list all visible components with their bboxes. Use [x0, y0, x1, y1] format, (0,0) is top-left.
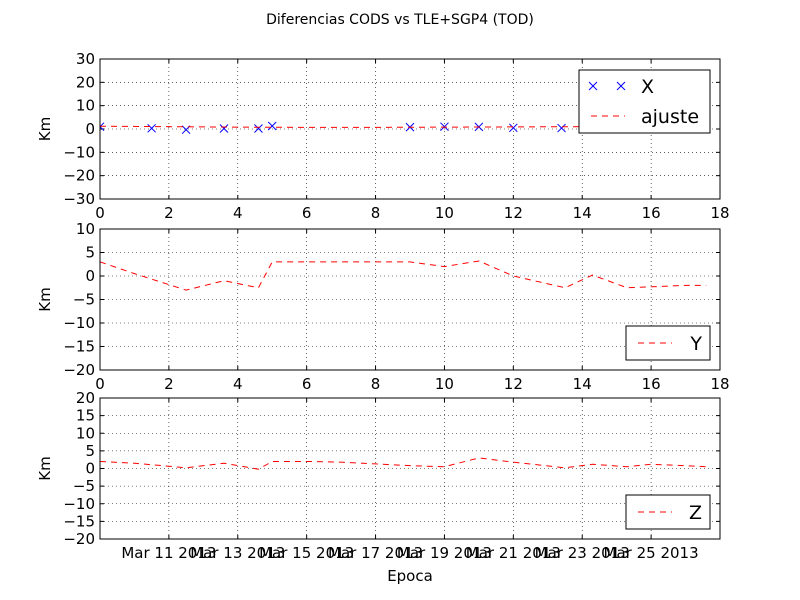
x-tick-label: 0	[95, 204, 105, 222]
y-tick-label: −30	[63, 190, 95, 208]
y-tick-label: 20	[76, 73, 95, 91]
data-point-x	[267, 121, 277, 131]
y-tick-label: −20	[63, 167, 95, 185]
y-axis-label: Km	[36, 456, 54, 480]
y-tick-label: −15	[63, 338, 95, 356]
x-tick-label: 12	[504, 204, 523, 222]
x-tick-label: 4	[233, 375, 243, 393]
data-point-x	[147, 123, 157, 133]
x-tick-label: 6	[302, 375, 312, 393]
x-tick-label: Mar 17 2013	[328, 544, 423, 562]
y-tick-label: 5	[85, 244, 95, 262]
axes-frame	[99, 228, 721, 371]
legend-frame	[578, 69, 711, 134]
data-point-x	[254, 124, 263, 133]
x-tick-label: 12	[504, 375, 523, 393]
legend-marker-x	[588, 81, 598, 91]
plot-area	[100, 260, 707, 291]
x-tick-label: Mar 23 2013	[535, 544, 630, 562]
legend-label-y: Y	[689, 333, 702, 355]
y-tick-label: −20	[63, 361, 95, 379]
y-tick-label: 30	[76, 50, 95, 68]
legend: Z	[625, 494, 711, 530]
x-tick-label: Mar 15 2013	[259, 544, 354, 562]
data-point-x	[508, 123, 518, 133]
x-tick-label: 2	[164, 375, 174, 393]
y-tick-label: 10	[76, 97, 95, 115]
x-tick-label: 0	[95, 375, 105, 393]
legend-label-x: X	[641, 76, 654, 98]
plot-area	[100, 121, 583, 135]
y-tick-label: 0	[85, 267, 95, 285]
x-tick-label: Mar 13 2013	[190, 544, 285, 562]
series-line-ajuste	[100, 125, 583, 128]
y-tick-label: −10	[63, 495, 95, 513]
y-tick-label: −10	[63, 143, 95, 161]
series-line-z	[100, 457, 707, 470]
x-axis-label: Epoca	[387, 567, 433, 585]
legend-marker-x	[616, 81, 626, 91]
legend-label-z: Z	[689, 502, 702, 524]
legend-label-ajuste: ajuste	[641, 106, 699, 128]
x-tick-label: 18	[710, 375, 729, 393]
x-tick-label: 14	[573, 204, 592, 222]
x-tick-label: 18	[710, 204, 729, 222]
y-axis-label: Km	[36, 287, 54, 311]
y-tick-label: −15	[63, 512, 95, 530]
y-tick-label: 0	[85, 460, 95, 478]
x-tick-label: 14	[573, 375, 592, 393]
x-tick-label: 10	[435, 204, 454, 222]
x-tick-label: 4	[233, 204, 243, 222]
y-tick-label: −5	[73, 291, 95, 309]
x-tick-label: Mar 25 2013	[604, 544, 699, 562]
y-tick-label: −5	[73, 477, 95, 495]
y-tick-label: 5	[85, 442, 95, 460]
x-tick-label: Mar 11 2013	[121, 544, 216, 562]
data-point-x	[557, 123, 566, 133]
y-tick-label: 15	[76, 407, 95, 425]
x-tick-label: Mar 21 2013	[466, 544, 561, 562]
x-tick-label: 2	[164, 204, 174, 222]
y-tick-label: −10	[63, 314, 95, 332]
plot-area	[100, 457, 707, 470]
y-tick-label: −20	[63, 530, 95, 548]
legend: Y	[625, 325, 711, 361]
figure-title: Diferencias CODS vs TLE+SGP4 (TOD)	[266, 12, 534, 28]
x-tick-label: 8	[371, 375, 381, 393]
y-tick-label: 10	[76, 220, 95, 238]
y-tick-label: 0	[85, 120, 95, 138]
y-axis-label: Km	[36, 117, 54, 141]
data-point-x	[100, 122, 105, 132]
axes-frame	[99, 397, 721, 540]
x-tick-label: 8	[371, 204, 381, 222]
y-tick-label: 20	[76, 389, 95, 407]
axes-frame	[99, 58, 721, 200]
x-tick-label: Mar 19 2013	[397, 544, 492, 562]
data-point-x	[219, 124, 229, 133]
y-tick-label: 10	[76, 424, 95, 442]
series-line-y	[100, 260, 707, 291]
x-tick-label: 10	[435, 375, 454, 393]
x-tick-label: 16	[642, 204, 661, 222]
x-tick-label: 16	[642, 375, 661, 393]
x-tick-label: 6	[302, 204, 312, 222]
